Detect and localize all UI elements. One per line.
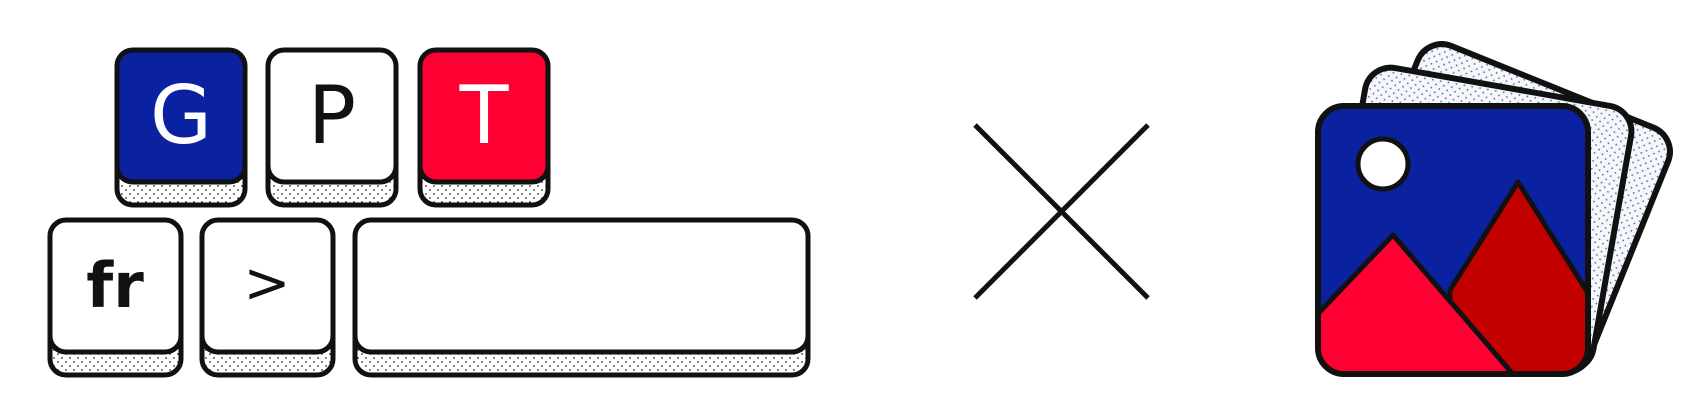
key-arrow: >	[199, 217, 336, 378]
times-icon	[973, 123, 1150, 300]
photo-card-front	[1315, 103, 1591, 377]
mountain-front	[1318, 232, 1521, 374]
keyboard-keys-icon: G P T fr >	[47, 47, 811, 378]
sun-icon	[1355, 136, 1411, 192]
key-p: P	[265, 47, 399, 208]
key-t: T	[417, 47, 551, 208]
key-arrow-label: >	[244, 251, 291, 316]
key-g: G	[114, 47, 248, 208]
key-t-label: T	[459, 69, 510, 162]
key-lang-label: fr	[86, 249, 144, 322]
key-lang: fr	[47, 217, 184, 378]
key-g-label: G	[150, 69, 212, 162]
key-space	[352, 217, 811, 378]
key-p-label: P	[308, 69, 356, 162]
photo-stack-icon	[1315, 41, 1673, 377]
